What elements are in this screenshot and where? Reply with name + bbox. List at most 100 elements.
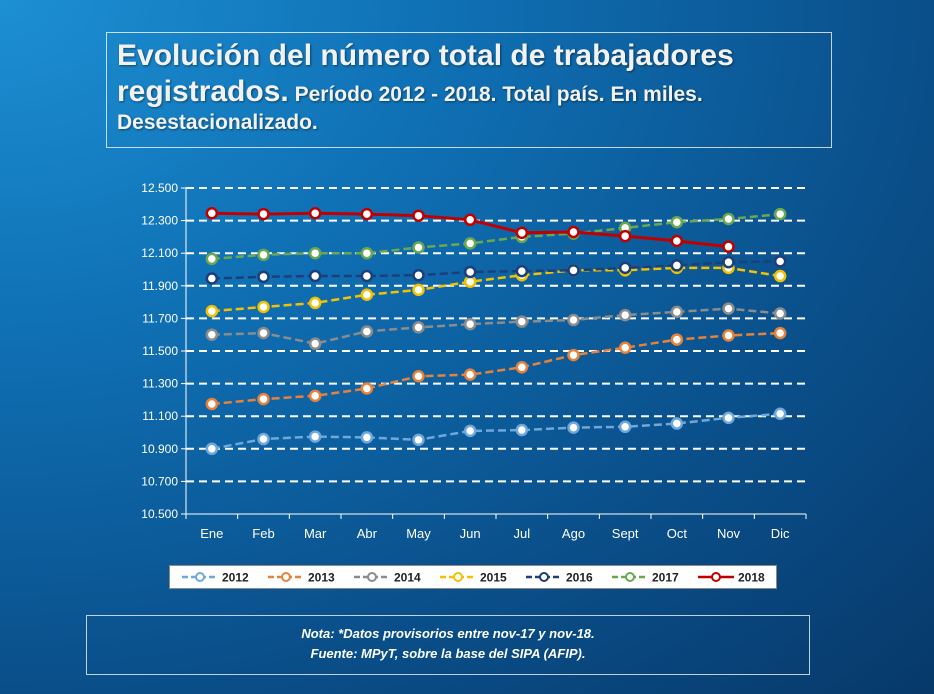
data-point bbox=[618, 308, 632, 322]
legend-svg: 2012 2013 2014 2015 2016 2017 2018 bbox=[182, 571, 765, 585]
chart-title-main: registrados. bbox=[117, 75, 289, 108]
data-point bbox=[360, 288, 374, 302]
data-point bbox=[463, 213, 477, 227]
data-point bbox=[205, 252, 219, 266]
data-point bbox=[567, 348, 580, 362]
series-2015 bbox=[205, 261, 787, 318]
legend-item-2013: 2013 bbox=[268, 571, 335, 585]
data-point bbox=[412, 268, 425, 282]
data-point bbox=[722, 255, 735, 269]
data-point bbox=[670, 417, 684, 430]
legend-label: 2015 bbox=[480, 571, 507, 585]
data-point bbox=[670, 259, 684, 272]
data-point bbox=[412, 321, 425, 334]
series-2014 bbox=[205, 302, 787, 350]
y-tick-label: 10.500 bbox=[141, 507, 178, 521]
x-tick-label: Ago bbox=[562, 526, 585, 541]
data-point bbox=[308, 389, 322, 403]
y-tick-label: 11.500 bbox=[142, 344, 178, 358]
legend-marker bbox=[453, 572, 463, 582]
data-point bbox=[308, 207, 322, 220]
x-tick-label: Feb bbox=[252, 526, 274, 541]
data-point bbox=[205, 304, 219, 318]
data-point bbox=[773, 407, 787, 421]
data-point bbox=[463, 237, 477, 250]
data-point bbox=[515, 264, 529, 278]
legend-marker bbox=[711, 572, 721, 582]
data-point bbox=[618, 341, 632, 354]
data-point bbox=[205, 328, 219, 341]
legend-marker bbox=[281, 572, 291, 582]
series-line bbox=[211, 266, 781, 313]
series-line bbox=[211, 412, 781, 451]
y-tick-label: 11.300 bbox=[142, 377, 178, 391]
legend-label: 2013 bbox=[308, 571, 335, 585]
data-point bbox=[773, 255, 787, 268]
data-point bbox=[257, 300, 270, 314]
data-point bbox=[515, 226, 529, 240]
legend-item-2018: 2018 bbox=[698, 571, 765, 585]
y-tick-label: 11.100 bbox=[142, 409, 178, 423]
series-2018 bbox=[205, 207, 735, 253]
data-point bbox=[722, 240, 735, 253]
series-2013 bbox=[205, 326, 787, 411]
data-point bbox=[567, 421, 580, 434]
legend-marker bbox=[539, 572, 549, 582]
data-point bbox=[360, 246, 374, 260]
data-point bbox=[412, 283, 425, 297]
legend-label: 2012 bbox=[222, 571, 249, 585]
data-point bbox=[412, 241, 425, 254]
y-tick-label: 11.900 bbox=[142, 279, 178, 293]
legend-item-2015: 2015 bbox=[440, 571, 507, 585]
data-point bbox=[360, 207, 374, 221]
data-point bbox=[205, 442, 219, 456]
data-point bbox=[515, 423, 529, 437]
source-line: Fuente: MPyT, sobre la base del SIPA (AF… bbox=[310, 646, 586, 661]
data-point bbox=[257, 270, 270, 284]
data-point bbox=[412, 209, 425, 222]
series-line bbox=[211, 331, 781, 406]
note-box: Nota: *Datos provisorios entre nov-17 y … bbox=[86, 615, 810, 675]
data-point bbox=[257, 326, 270, 340]
y-tick-label: 10.700 bbox=[141, 474, 178, 488]
data-point bbox=[205, 272, 219, 285]
data-point bbox=[670, 215, 684, 229]
data-point bbox=[618, 261, 632, 275]
chart-legend: 2012 2013 2014 2015 2016 2017 2018 bbox=[169, 565, 777, 589]
chart-title-line2: registrados. Período 2012 - 2018. Total … bbox=[117, 74, 821, 110]
data-point bbox=[308, 296, 322, 310]
data-point bbox=[670, 234, 684, 248]
legend-label: 2014 bbox=[394, 571, 421, 585]
x-tick-label: Abr bbox=[357, 526, 378, 541]
data-point bbox=[360, 325, 374, 338]
legend-label: 2017 bbox=[652, 571, 679, 585]
data-point bbox=[463, 368, 477, 381]
legend-label: 2016 bbox=[566, 571, 593, 585]
data-point bbox=[412, 433, 425, 447]
data-point bbox=[205, 397, 219, 411]
data-point bbox=[722, 212, 735, 226]
data-point bbox=[257, 392, 270, 406]
data-point bbox=[618, 420, 632, 434]
series-2012 bbox=[205, 407, 787, 456]
data-point bbox=[308, 430, 322, 443]
legend-marker bbox=[367, 572, 377, 582]
x-tick-label: Jul bbox=[514, 526, 531, 541]
data-point bbox=[257, 248, 270, 262]
y-tick-label: 10.900 bbox=[141, 442, 178, 456]
series-line bbox=[211, 260, 781, 280]
data-point bbox=[722, 302, 735, 315]
data-point bbox=[463, 275, 477, 288]
data-point bbox=[618, 229, 632, 243]
data-point bbox=[722, 411, 735, 425]
y-tick-label: 11.700 bbox=[142, 311, 178, 325]
data-point bbox=[515, 361, 529, 374]
data-point bbox=[773, 307, 787, 320]
x-tick-label: Dic bbox=[771, 526, 790, 541]
data-point bbox=[515, 315, 529, 328]
y-tick-label: 12.100 bbox=[141, 246, 178, 260]
data-point bbox=[567, 225, 580, 239]
data-point bbox=[567, 313, 580, 327]
data-point bbox=[773, 207, 787, 221]
data-point bbox=[360, 431, 374, 444]
